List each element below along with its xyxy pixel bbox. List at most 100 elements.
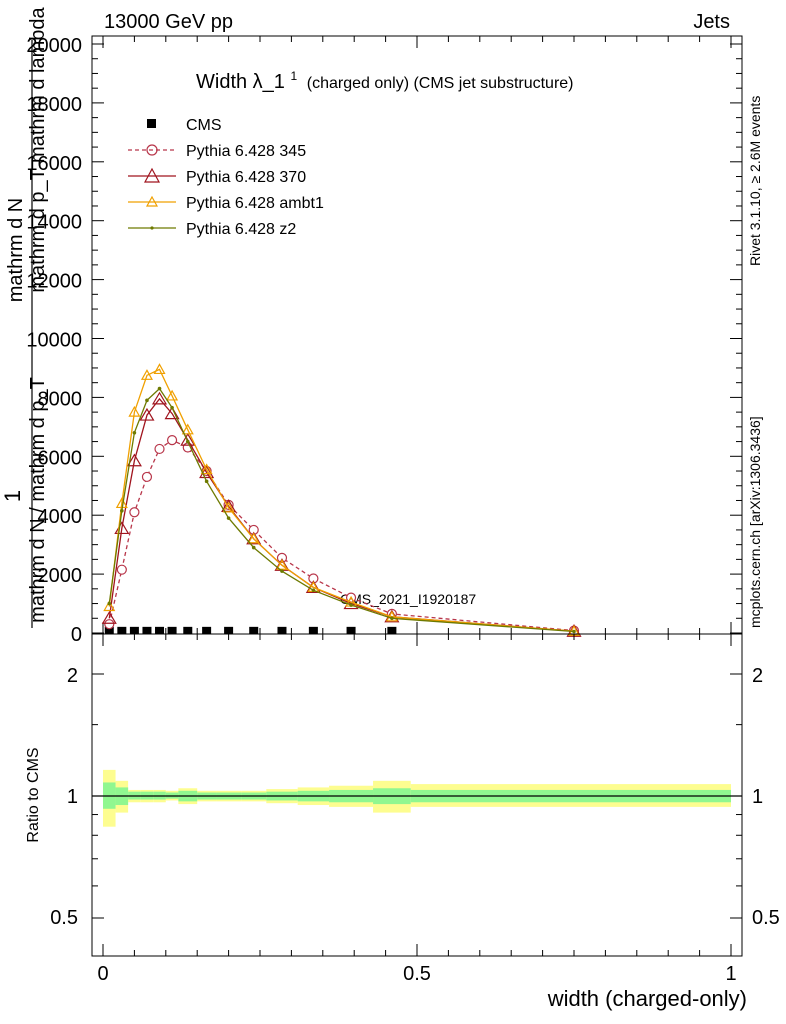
cms-data-point — [277, 626, 287, 634]
pythia-z2-point — [390, 616, 394, 621]
pythia-z2-point — [280, 569, 284, 573]
pythia-370-point — [101, 611, 117, 624]
pythia-ambt1-point — [166, 389, 179, 401]
cms-data-point — [117, 626, 127, 634]
x-tick-label-05: 0.5 — [403, 963, 431, 985]
cms-data-point — [167, 626, 177, 634]
pythia-z2-point — [572, 629, 576, 634]
main-y-tick-labels: 0 2000 4000 6000 8000 10000 12000 14000 16000 180… — [26, 35, 82, 646]
pythia-345-point — [141, 471, 153, 483]
legend: CMS Pythia 6.428 345 Pythia 6.428 370 Py… — [128, 117, 324, 238]
pythia-370-point — [246, 531, 262, 545]
legend-ambt1-label: Pythia 6.428 ambt1 — [186, 195, 324, 212]
main-y-tick-label: 4000 — [38, 506, 83, 528]
pythia-z2-point — [349, 603, 353, 607]
main-y-tick-label: 20000 — [26, 35, 82, 57]
x-axis-label: width (charged-only) — [547, 986, 747, 1011]
pythia-345-point — [166, 435, 178, 446]
cms-data-point — [249, 626, 259, 634]
cms-data-point — [155, 626, 165, 634]
cms-data-point — [202, 626, 212, 634]
legend-cms-marker — [147, 119, 156, 128]
ratio-right-tick-label-1: 1 — [752, 786, 763, 808]
ratio-panel: 2 1 0.5 2 1 0.5 Ratio to CMS 0 0.5 1 wid… — [25, 633, 780, 1011]
legend-370-marker — [143, 167, 161, 183]
main-ylabel-4: mathrm d p_T mathrm d lambda — [27, 6, 49, 292]
ratio-ticks — [92, 634, 742, 956]
ratio-bands-layer — [103, 769, 731, 827]
pythia-ambt1-point — [200, 463, 213, 475]
pythia-370-point — [126, 453, 142, 467]
pythia-z2-point — [170, 405, 174, 410]
pythia-z2-point — [204, 479, 209, 484]
pythia-z2-point — [251, 545, 256, 550]
pythia-z2-point — [226, 516, 231, 520]
main-ylabel-2: mathrm d N — [5, 198, 27, 302]
ratio-ylabel: Ratio to CMS — [25, 747, 42, 842]
header-right: Jets — [693, 11, 730, 33]
pythia-370-point — [305, 580, 321, 593]
main-ylabel-3: mathrm d N / mathrm d p_T — [27, 377, 49, 623]
pythia-345-point — [129, 507, 140, 518]
pythia-345-point — [276, 552, 288, 564]
pythia-ambt1-point — [247, 532, 260, 544]
main-series-layer — [101, 363, 582, 637]
ratio-tick-label-05: 0.5 — [50, 907, 78, 929]
cms-data-point — [308, 626, 318, 634]
main-y-tick-label: 6000 — [38, 447, 83, 469]
pythia-ambt1-point — [385, 610, 398, 622]
ratio-tick-label-2: 2 — [67, 665, 78, 687]
legend-z2-marker — [150, 226, 154, 230]
main-y-tick-label: 14000 — [26, 212, 82, 234]
main-y-tick-label: 12000 — [26, 271, 82, 293]
main-ylabel-1: 1 — [0, 490, 25, 502]
pythia-370-point — [180, 432, 196, 446]
header-left: 13000 GeV pp — [104, 11, 233, 33]
ratio-tick-label-1: 1 — [67, 786, 78, 808]
plot-title-sub: (charged only) (CMS jet substructure) — [307, 75, 574, 92]
legend-370-label: Pythia 6.428 370 — [186, 169, 306, 186]
mcplots-label: mcplots.cern.ch [arXiv:1306.3436] — [747, 416, 763, 628]
main-y-ticks — [92, 43, 742, 634]
pythia-ambt1-point — [103, 600, 116, 612]
pythia-370-point — [139, 407, 155, 421]
main-y-tick-label: 0 — [71, 624, 82, 646]
cms-data-point — [346, 626, 356, 634]
ratio-right-tick-label-2: 2 — [752, 665, 763, 687]
pythia-ambt1-point — [140, 369, 153, 380]
legend-ambt1-marker — [145, 195, 159, 207]
pythia-ambt1-point — [153, 363, 166, 375]
pythia-ambt1-point — [181, 423, 194, 435]
plot-title-sup: 1 — [291, 69, 298, 83]
legend-cms-label: CMS — [186, 117, 222, 134]
pythia-z2-point — [107, 601, 112, 606]
pythia-345-point — [116, 564, 127, 575]
pythia-ambt1-point — [128, 405, 141, 417]
rivet-label: Rivet 3.1.10, ≥ 2.6M events — [747, 96, 763, 266]
pythia-370-point — [199, 465, 215, 479]
x-tick-label-0: 0 — [97, 963, 108, 985]
pythia-z2-point — [132, 430, 137, 435]
legend-z2-label: Pythia 6.428 z2 — [186, 221, 296, 238]
pythia-ambt1-point — [222, 501, 235, 513]
series-line-3 — [108, 368, 575, 632]
cms-data-point — [224, 626, 234, 634]
main-y-tick-label: 10000 — [26, 330, 82, 352]
cms-data-point — [183, 626, 193, 634]
pythia-z2-point — [120, 508, 124, 513]
pythia-z2-point — [145, 398, 149, 403]
series-line-2 — [108, 397, 575, 632]
pythia-345-point — [104, 619, 115, 630]
pythia-370-point — [151, 391, 168, 405]
pythia-370-point — [164, 406, 180, 420]
cms-data-point — [104, 626, 114, 634]
legend-345-label: Pythia 6.428 345 — [186, 143, 306, 160]
ratio-right-tick-label-05: 0.5 — [752, 907, 780, 929]
main-y-tick-label: 18000 — [26, 94, 82, 116]
plot-title: Width λ_1 1 (charged only) (CMS jet subs… — [196, 63, 574, 93]
main-y-tick-label: 2000 — [38, 565, 83, 587]
main-y-tick-label: 8000 — [38, 388, 83, 410]
pythia-z2-point — [157, 386, 162, 391]
analysis-watermark: CMS_2021_I1920187 — [340, 591, 476, 607]
cms-data-point — [387, 626, 397, 634]
